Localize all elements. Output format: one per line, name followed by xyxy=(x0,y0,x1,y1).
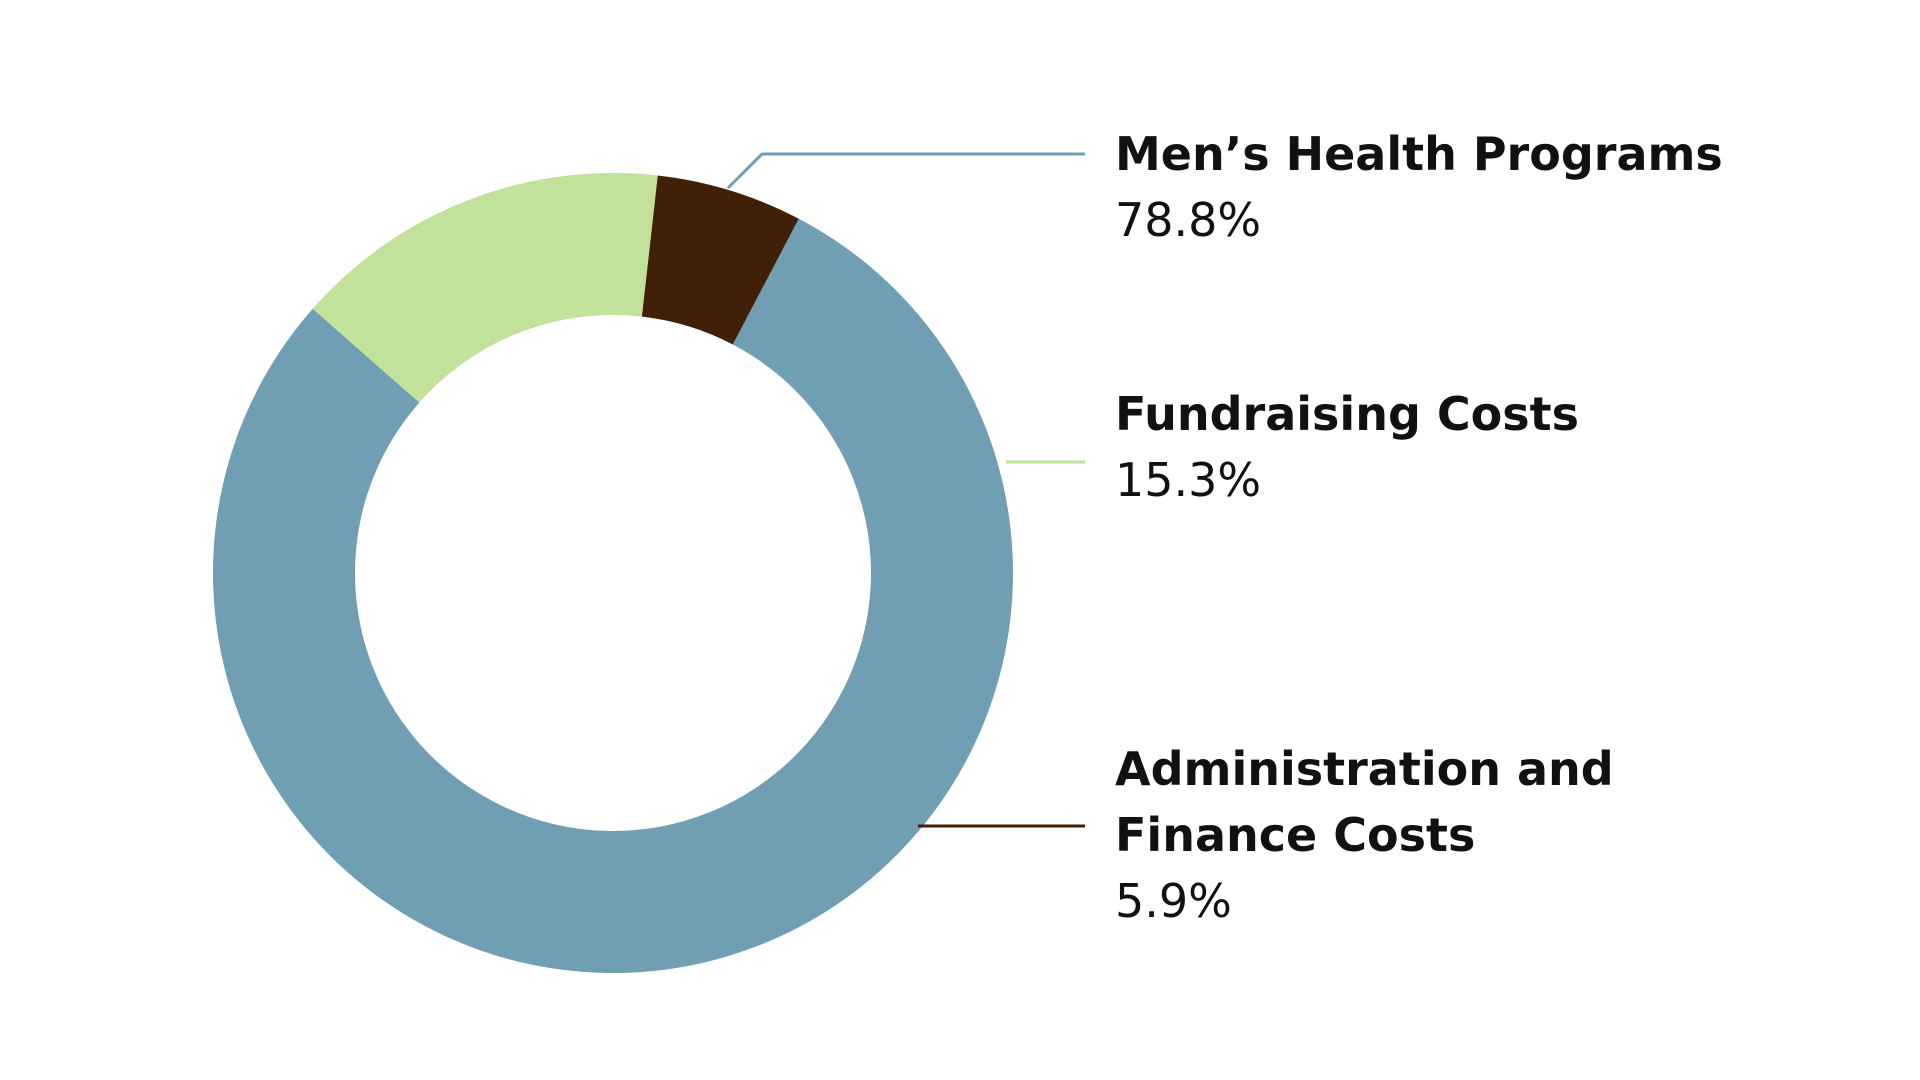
leader-line-men-s-health-programs xyxy=(726,152,1085,190)
slice-label-fundraising-costs: Fundraising Costs xyxy=(1115,387,1579,441)
slice-value-fundraising-costs: 15.3% xyxy=(1115,453,1261,507)
slices-layer xyxy=(212,173,1014,974)
labels-layer: Men’s Health Programs 78.8% Fundraising Co… xyxy=(1115,127,1723,928)
donut-slice-fundraising-costs xyxy=(312,173,658,403)
slice-label-men-s-health-programs: Men’s Health Programs xyxy=(1115,127,1723,181)
slice-label-administration-and-finance-costs-line-1: Administration and xyxy=(1115,742,1614,796)
label-group-administration-and-finance-costs: Administration and Finance Costs 5.9% xyxy=(1115,742,1614,928)
leader-lines-layer xyxy=(726,152,1085,828)
label-group-fundraising-costs: Fundraising Costs 15.3% xyxy=(1115,387,1579,507)
donut-slice-administration-and-finance-costs xyxy=(641,175,799,345)
slice-value-administration-and-finance-costs: 5.9% xyxy=(1115,874,1232,928)
donut-slice-men-s-health-programs xyxy=(212,218,1014,974)
slice-label-administration-and-finance-costs-line-2: Finance Costs xyxy=(1115,808,1475,862)
slice-value-men-s-health-programs: 78.8% xyxy=(1115,193,1261,247)
label-group-men-s-health-programs: Men’s Health Programs 78.8% xyxy=(1115,127,1723,247)
